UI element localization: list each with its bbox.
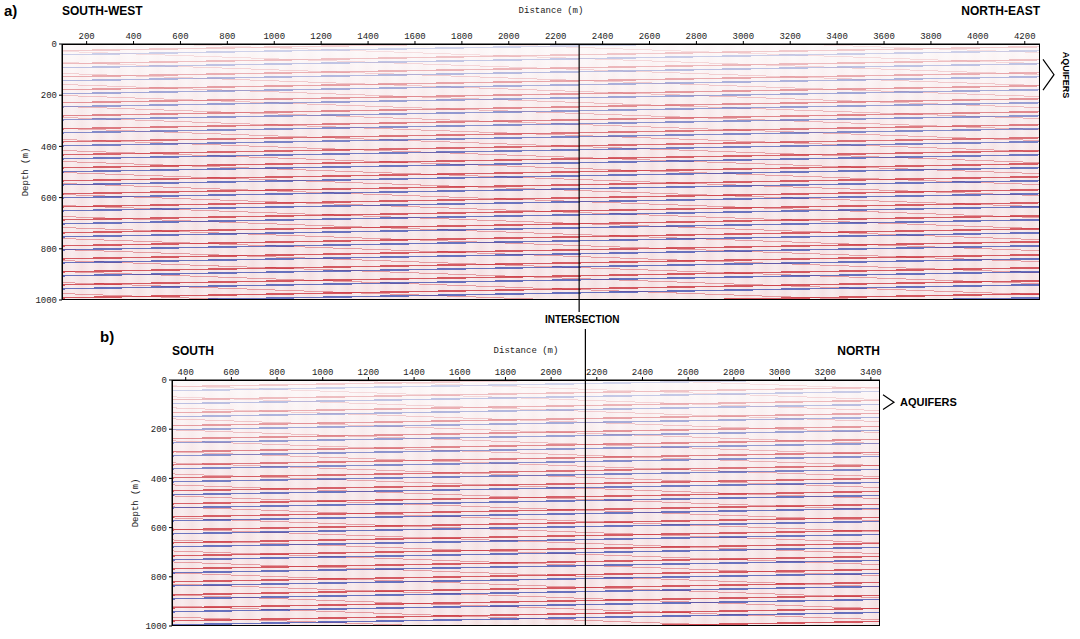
html-text:AQUIFERS: AQUIFERS	[900, 396, 957, 409]
html-text:b): b)	[100, 328, 115, 345]
html-text:Distance (m): Distance (m)	[518, 6, 584, 16]
html-text:Depth (m): Depth (m)	[131, 478, 141, 528]
html-text:INTERSECTION: INTERSECTION	[545, 314, 620, 325]
svg-text:3200: 3200	[814, 368, 836, 378]
svg-text:600: 600	[172, 32, 188, 42]
svg-text:1400: 1400	[357, 32, 379, 42]
html-text:Distance (m): Distance (m)	[493, 346, 559, 356]
svg-text:3400: 3400	[826, 32, 848, 42]
svg-text:400: 400	[178, 368, 194, 378]
svg-text:2600: 2600	[639, 32, 661, 42]
svg-text:4000: 4000	[967, 32, 989, 42]
svg-text:3400: 3400	[860, 368, 882, 378]
svg-text:4200: 4200	[1014, 32, 1036, 42]
html-text:Depth (m): Depth (m)	[21, 147, 31, 197]
svg-text:1800: 1800	[451, 32, 473, 42]
svg-text:2800: 2800	[686, 32, 708, 42]
svg-text:800: 800	[41, 245, 57, 255]
html-text:AQUIFERS: AQUIFERS	[1061, 51, 1071, 98]
svg-text:800: 800	[269, 368, 285, 378]
svg-text:2600: 2600	[677, 368, 699, 378]
svg-text:2800: 2800	[723, 368, 745, 378]
svg-text:3000: 3000	[733, 32, 755, 42]
svg-text:1200: 1200	[358, 368, 380, 378]
html-text:SOUTH: SOUTH	[172, 344, 214, 358]
svg-text:3600: 3600	[873, 32, 895, 42]
svg-text:1600: 1600	[449, 368, 471, 378]
svg-text:1000: 1000	[35, 296, 57, 305]
html-text:NORTH-EAST: NORTH-EAST	[961, 4, 1040, 18]
html-text:a): a)	[4, 2, 18, 19]
svg-text:1800: 1800	[495, 368, 517, 378]
svg-text:1600: 1600	[404, 32, 426, 42]
html-text:SOUTH-WEST: SOUTH-WEST	[62, 4, 143, 18]
svg-text:200: 200	[151, 425, 167, 435]
svg-text:1000: 1000	[145, 622, 167, 632]
svg-text:3200: 3200	[779, 32, 801, 42]
svg-text:1000: 1000	[263, 32, 285, 42]
svg-text:800: 800	[219, 32, 235, 42]
svg-text:400: 400	[41, 143, 57, 153]
svg-text:1200: 1200	[310, 32, 332, 42]
svg-text:2200: 2200	[545, 32, 567, 42]
svg-text:400: 400	[125, 32, 141, 42]
svg-text:2000: 2000	[540, 368, 562, 378]
svg-text:1000: 1000	[312, 368, 334, 378]
svg-text:600: 600	[151, 524, 167, 534]
html-text:NORTH: NORTH	[837, 344, 880, 358]
svg-text:3800: 3800	[920, 32, 942, 42]
svg-text:800: 800	[151, 573, 167, 583]
svg-text:2200: 2200	[586, 368, 608, 378]
svg-text:1400: 1400	[403, 368, 425, 378]
svg-text:0: 0	[52, 40, 57, 50]
svg-text:2000: 2000	[498, 32, 520, 42]
svg-text:600: 600	[223, 368, 239, 378]
svg-text:3000: 3000	[769, 368, 791, 378]
svg-text:2400: 2400	[592, 32, 614, 42]
svg-text:600: 600	[41, 194, 57, 204]
svg-text:200: 200	[41, 91, 57, 101]
svg-text:400: 400	[151, 475, 167, 485]
svg-text:2400: 2400	[632, 368, 654, 378]
svg-text:200: 200	[79, 32, 95, 42]
svg-text:0: 0	[162, 376, 167, 386]
